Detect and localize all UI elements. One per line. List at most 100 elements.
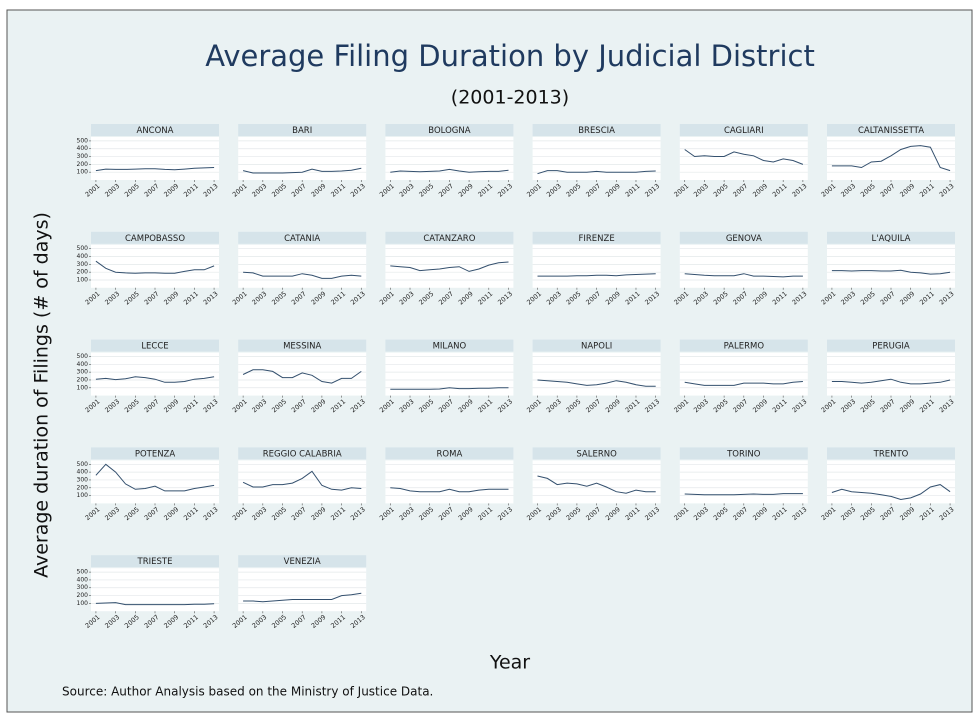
panel-header: [238, 555, 367, 568]
data-line: [95, 376, 215, 383]
plot-area: [679, 244, 808, 288]
panel-title: SALERNO: [576, 449, 617, 459]
panel-header: [385, 231, 514, 244]
plot-area: [532, 137, 661, 180]
panel-title: MESSINA: [283, 342, 321, 352]
data-line: [684, 493, 803, 496]
plot-area: [91, 352, 219, 396]
source-note: Source: Author Analysis based on the Min…: [62, 685, 433, 699]
y-tick-label: 300: [77, 153, 89, 160]
data-line: [95, 260, 215, 274]
plot-area: [91, 460, 219, 504]
y-tick-label: 100: [77, 276, 89, 283]
panel-title: TORINO: [726, 449, 761, 459]
plot-area: [91, 137, 219, 180]
panel-header: [238, 447, 367, 460]
plot-area: [238, 244, 367, 288]
y-axis-label: Average duration of Filings (# of days): [31, 212, 53, 578]
data-line: [831, 484, 951, 501]
panel-header: [679, 124, 808, 136]
y-tick-label: 500: [77, 245, 89, 252]
panel-title: BRESCIA: [578, 126, 615, 136]
plot-area: [827, 137, 955, 180]
panel-title: TRIESTE: [137, 557, 173, 567]
panel-header: [91, 124, 219, 136]
y-tick-label: 500: [77, 353, 89, 360]
panel-header: [679, 339, 808, 352]
data-line: [537, 273, 656, 277]
data-line: [95, 167, 215, 172]
data-line: [831, 145, 951, 172]
chart-subtitle: (2001-2013): [451, 87, 569, 109]
y-tick-label: 100: [77, 600, 89, 607]
data-line: [242, 470, 362, 491]
data-line: [390, 387, 509, 390]
plot-area: [679, 352, 808, 396]
panel-header: [385, 339, 514, 352]
data-line: [831, 378, 951, 385]
panel-title: CALTANISSETTA: [858, 126, 924, 136]
y-tick-label: 400: [77, 361, 89, 368]
y-tick-label: 200: [77, 376, 89, 383]
data-line: [243, 592, 362, 603]
data-line: [684, 381, 803, 386]
panel-title: VENEZIA: [284, 557, 321, 567]
y-tick-label: 400: [77, 576, 89, 583]
panel-title: PALERMO: [724, 342, 765, 352]
panel-title: MILANO: [433, 342, 467, 352]
data-line: [537, 475, 656, 494]
plot-area: [91, 244, 219, 288]
panel-header: [679, 447, 808, 460]
data-line: [831, 269, 951, 275]
plot-area: [238, 568, 367, 612]
y-tick-label: 100: [77, 169, 89, 176]
y-tick-label: 300: [77, 261, 89, 268]
panel-header: [532, 447, 661, 460]
plot-area: [827, 352, 955, 396]
data-line: [684, 273, 803, 278]
panel-header: [91, 555, 219, 568]
panel-title: CAGLIARI: [724, 126, 764, 136]
panel-title: NAPOLI: [581, 342, 612, 352]
panel-title: GENOVA: [726, 234, 762, 244]
data-line: [390, 168, 509, 173]
plot-area: [385, 137, 514, 180]
panel-header: [827, 447, 955, 460]
plot-area: [238, 137, 367, 180]
panel-title: CATANZARO: [423, 234, 475, 244]
panel-header: [238, 231, 367, 244]
data-line: [537, 170, 656, 175]
data-line: [390, 261, 509, 272]
panel-header: [91, 447, 219, 460]
panel-title: REGGIO CALABRIA: [263, 449, 342, 459]
panel-title: BARI: [292, 126, 312, 136]
panel-title: CAMPOBASSO: [125, 234, 185, 244]
panel-title: LECCE: [141, 342, 168, 352]
panel-title: ROMA: [437, 449, 463, 459]
data-line: [95, 463, 215, 492]
data-line: [242, 369, 362, 384]
panel-title: TRENTO: [873, 449, 909, 459]
panel-header: [238, 124, 367, 136]
data-line: [390, 487, 509, 493]
plot-area: [385, 460, 514, 504]
data-line: [243, 271, 362, 279]
panel-header: [532, 339, 661, 352]
panel-header: [385, 447, 514, 460]
y-tick-label: 500: [77, 569, 89, 576]
y-tick-label: 400: [77, 145, 89, 152]
plot-area: [385, 244, 514, 288]
y-tick-label: 500: [77, 461, 89, 468]
panel-header: [679, 231, 808, 244]
panel-header: [532, 124, 661, 136]
panel-header: [385, 124, 514, 136]
panel-title: POTENZA: [135, 449, 176, 459]
y-tick-label: 100: [77, 492, 89, 499]
y-tick-label: 200: [77, 484, 89, 491]
panel-header: [91, 339, 219, 352]
plot-area: [679, 137, 808, 180]
plot-area: [238, 460, 367, 504]
plot-area: [827, 460, 955, 504]
y-tick-label: 200: [77, 592, 89, 599]
plot-area: [532, 244, 661, 288]
